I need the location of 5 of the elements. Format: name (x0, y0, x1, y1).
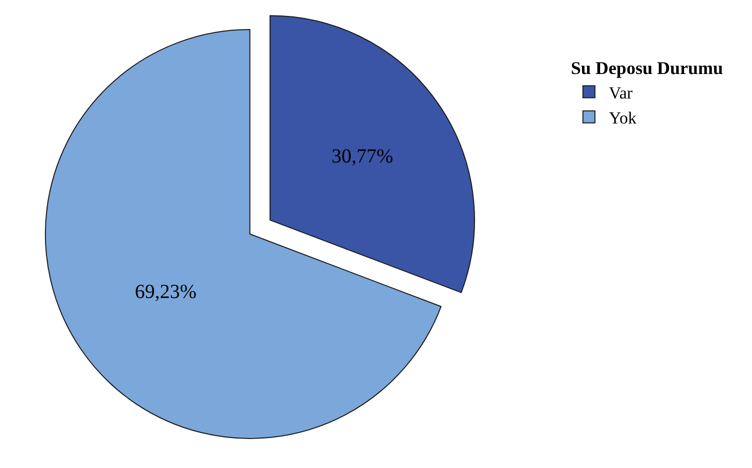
data-label: 30,77% (332, 145, 394, 168)
data-label: 69,23% (134, 281, 197, 304)
legend-title: Su Deposu Durumu (570, 58, 723, 78)
legend-label: Yok (608, 108, 637, 128)
legend-label: Var (608, 83, 633, 102)
